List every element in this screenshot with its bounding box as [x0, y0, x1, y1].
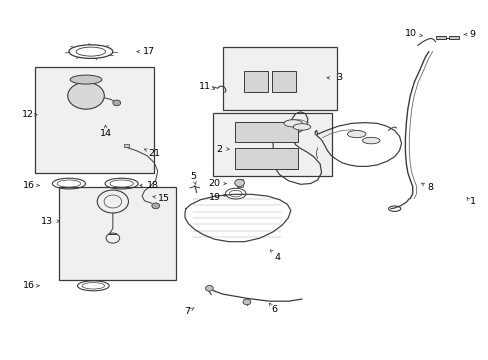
Text: 8: 8	[427, 183, 433, 192]
Text: 2: 2	[216, 145, 222, 154]
Text: 9: 9	[469, 30, 475, 39]
Text: 4: 4	[274, 253, 280, 262]
Bar	[236, 179, 242, 187]
Ellipse shape	[293, 124, 310, 130]
Text: 13: 13	[41, 217, 53, 226]
Text: 3: 3	[336, 73, 342, 82]
Ellipse shape	[362, 137, 379, 144]
Text: 20: 20	[208, 179, 220, 188]
Circle shape	[113, 100, 121, 106]
Text: 21: 21	[148, 149, 160, 158]
Ellipse shape	[346, 131, 365, 138]
Circle shape	[152, 203, 159, 209]
Bar	[234, 148, 298, 169]
Text: 17: 17	[143, 47, 155, 56]
Text: 12: 12	[21, 110, 34, 119]
Text: 16: 16	[23, 181, 35, 190]
Text: 15: 15	[158, 194, 170, 203]
Text: 11: 11	[198, 82, 210, 91]
Text: 16: 16	[23, 281, 35, 290]
Text: 14: 14	[100, 129, 111, 138]
Bar	[448, 36, 458, 40]
Bar	[234, 122, 298, 142]
Ellipse shape	[70, 75, 102, 84]
Circle shape	[205, 285, 213, 291]
Bar	[435, 36, 446, 40]
Text: 1: 1	[469, 197, 475, 206]
Text: 18: 18	[146, 181, 159, 190]
Ellipse shape	[284, 120, 302, 127]
Bar	[222, 47, 336, 110]
Circle shape	[243, 299, 250, 305]
Bar	[212, 113, 331, 176]
Text: 7: 7	[183, 307, 189, 316]
Bar	[271, 71, 296, 92]
Text: 10: 10	[405, 29, 416, 38]
Circle shape	[234, 179, 244, 186]
Text: 6: 6	[271, 305, 277, 314]
Bar	[35, 67, 154, 173]
Ellipse shape	[68, 82, 104, 109]
Bar	[124, 144, 129, 147]
Text: 19: 19	[209, 193, 221, 202]
Bar	[243, 71, 267, 92]
Text: 5: 5	[190, 172, 196, 181]
Bar	[59, 187, 176, 280]
